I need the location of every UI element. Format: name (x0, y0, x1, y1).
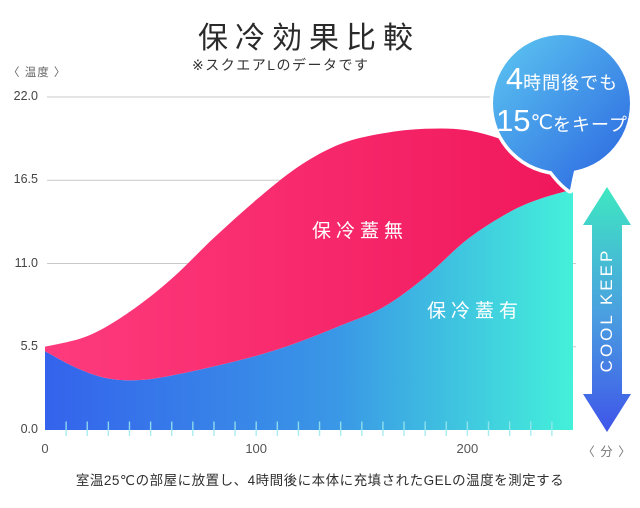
x-axis-unit-label: 〈 分 〉 (577, 441, 637, 460)
subtitle: ※スクエアLのデータです (192, 55, 370, 75)
y-tick-label: 22.0 (0, 89, 38, 103)
x-tick-label: 100 (236, 441, 276, 456)
badge-annotation: 4時間後でも 15℃をキープ (492, 61, 632, 138)
x-tick-label: 0 (25, 441, 65, 456)
badge-line-2: 15℃をキープ (492, 103, 632, 139)
area-series (45, 128, 573, 430)
cooling-comparison-chart: 保冷効果比較 ※スクエアLのデータです 〈 温度 〉 22.0 16.5 11.0 5… (0, 0, 640, 508)
series-label-with-lid: 保冷蓋有 (390, 296, 560, 323)
y-tick-label: 16.5 (0, 172, 38, 186)
badge-line-1: 4時間後でも (492, 61, 632, 97)
y-tick-label: 0.0 (0, 422, 38, 436)
cool-keep-label: COOL KEEP (597, 210, 617, 410)
x-tick-label: 200 (447, 441, 487, 456)
page-title: 保冷効果比較 (0, 13, 618, 57)
measurement-note: 室温25℃の部屋に放置し、4時間後に本体に充填されたGELの温度を測定する (0, 469, 640, 489)
series-label-without-lid: 保冷蓋無 (275, 216, 445, 243)
y-axis-unit-label: 〈 温度 〉 (8, 64, 66, 80)
y-tick-label: 11.0 (0, 256, 38, 270)
y-tick-label: 5.5 (0, 339, 38, 353)
